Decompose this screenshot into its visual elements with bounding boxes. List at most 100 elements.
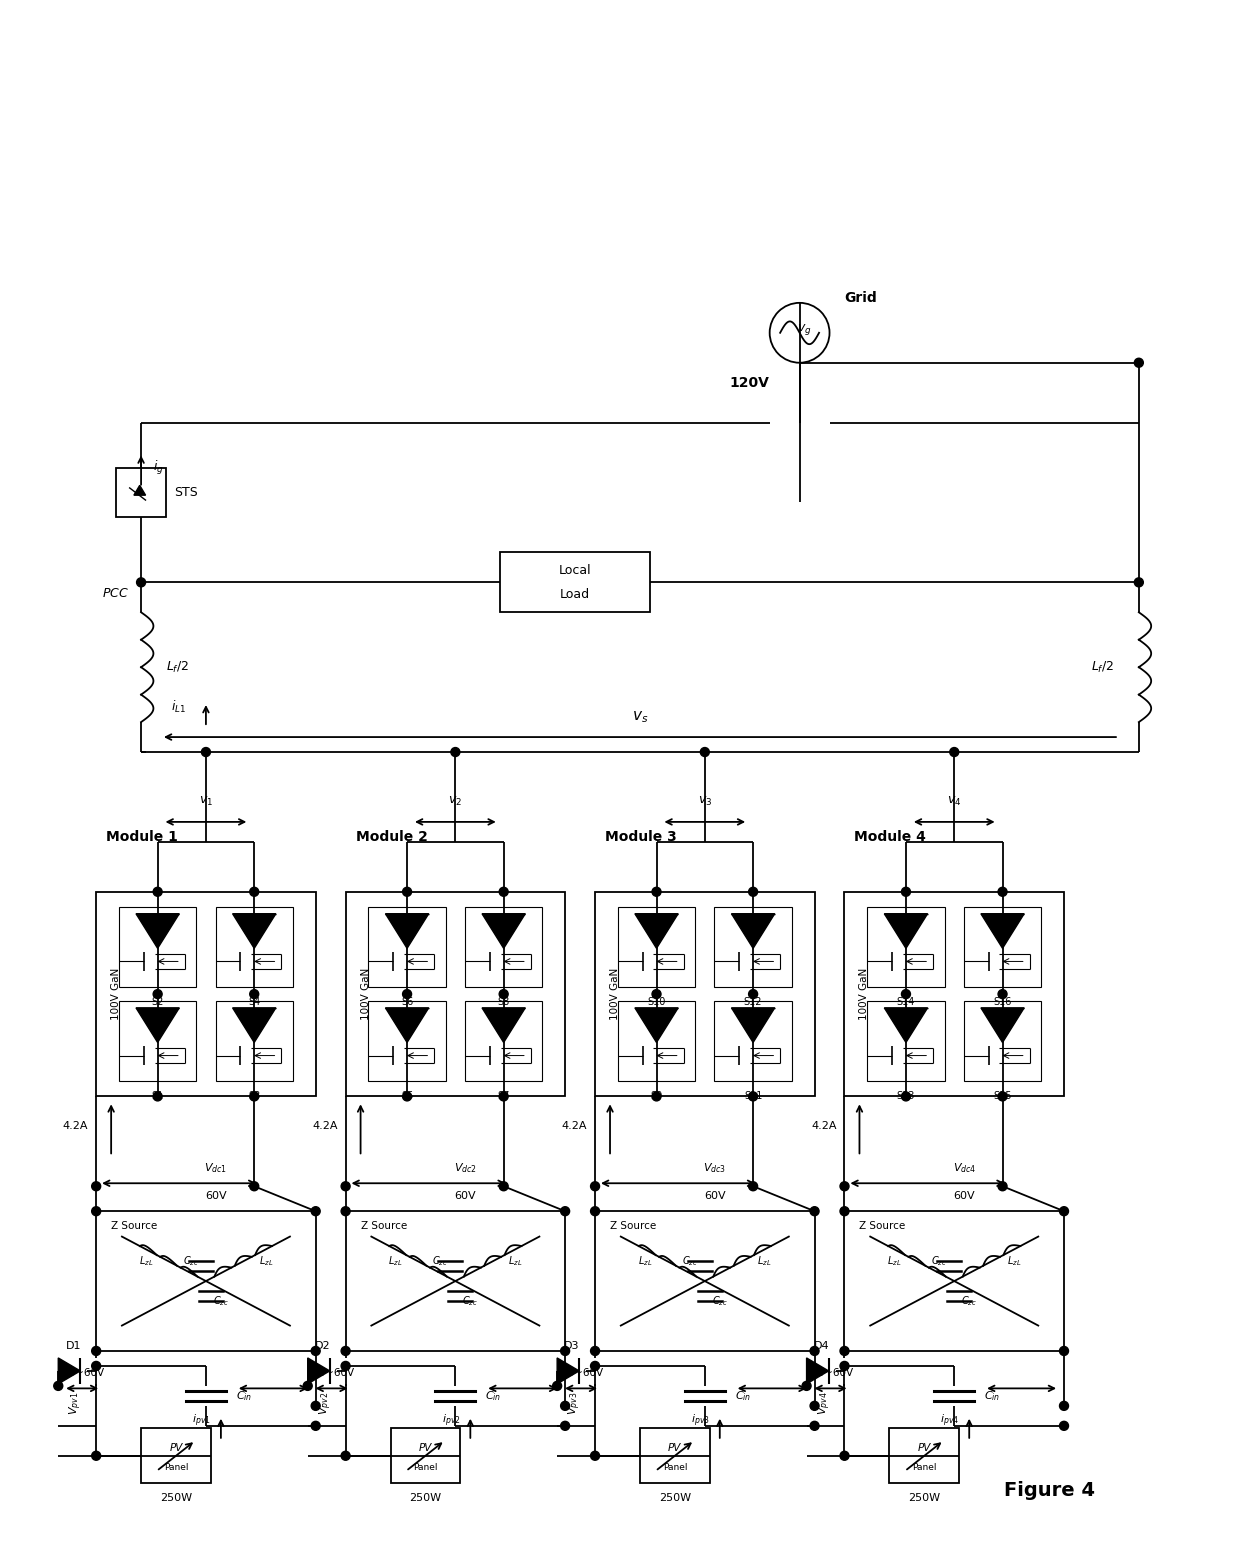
Polygon shape xyxy=(635,1008,678,1042)
Polygon shape xyxy=(136,914,180,948)
Text: 30~60V: 30~60V xyxy=(63,1368,104,1379)
Bar xyxy=(119,907,196,987)
Bar xyxy=(889,1428,960,1483)
Circle shape xyxy=(652,887,661,896)
Bar xyxy=(963,907,1042,987)
Text: S11: S11 xyxy=(744,1092,763,1101)
Text: $v_2$: $v_2$ xyxy=(449,796,463,808)
Bar xyxy=(465,1001,542,1081)
Circle shape xyxy=(500,887,508,896)
Circle shape xyxy=(1059,1422,1069,1431)
Polygon shape xyxy=(732,914,775,948)
Text: 4.2A: 4.2A xyxy=(312,1121,337,1132)
Circle shape xyxy=(500,990,508,999)
Text: Module 3: Module 3 xyxy=(605,830,677,843)
Bar xyxy=(867,907,945,987)
Bar xyxy=(500,552,650,612)
Text: Load: Load xyxy=(560,588,590,601)
Text: $C_{zc}$: $C_{zc}$ xyxy=(682,1254,698,1268)
Text: S13: S13 xyxy=(897,1092,915,1101)
Circle shape xyxy=(249,1181,259,1190)
Circle shape xyxy=(901,887,910,896)
Text: PV: PV xyxy=(419,1442,432,1453)
Polygon shape xyxy=(635,914,678,948)
Circle shape xyxy=(749,1092,758,1101)
Circle shape xyxy=(749,1181,758,1190)
Circle shape xyxy=(341,1346,350,1355)
Text: 250W: 250W xyxy=(658,1493,691,1503)
Circle shape xyxy=(839,1207,849,1215)
Text: $i_{pv3}$: $i_{pv3}$ xyxy=(691,1412,709,1429)
Circle shape xyxy=(1135,578,1143,588)
Text: $V_{dc3}$: $V_{dc3}$ xyxy=(703,1161,727,1175)
Text: 250W: 250W xyxy=(160,1493,192,1503)
Text: 4.2A: 4.2A xyxy=(811,1121,837,1132)
Text: Grid: Grid xyxy=(844,291,877,305)
Text: S15: S15 xyxy=(993,1092,1012,1101)
Text: $C_{zc}$: $C_{zc}$ xyxy=(213,1294,229,1308)
Circle shape xyxy=(500,1092,508,1101)
Circle shape xyxy=(403,990,412,999)
Polygon shape xyxy=(136,1008,180,1042)
Text: $C_{zc}$: $C_{zc}$ xyxy=(961,1294,977,1308)
Polygon shape xyxy=(806,1359,828,1383)
Circle shape xyxy=(341,1362,350,1371)
Text: $C_{zc}$: $C_{zc}$ xyxy=(463,1294,479,1308)
Bar xyxy=(368,1001,445,1081)
Circle shape xyxy=(701,748,709,757)
Text: 4.2A: 4.2A xyxy=(562,1121,587,1132)
Text: 100V GaN: 100V GaN xyxy=(610,968,620,1021)
Text: 30~60V: 30~60V xyxy=(562,1368,604,1379)
Circle shape xyxy=(249,990,259,999)
Text: Z Source: Z Source xyxy=(859,1221,905,1231)
Polygon shape xyxy=(308,1359,330,1383)
Text: $L_{zL}$: $L_{zL}$ xyxy=(637,1254,652,1268)
Text: Figure 4: Figure 4 xyxy=(1003,1482,1095,1500)
Polygon shape xyxy=(884,914,928,948)
Polygon shape xyxy=(58,1359,81,1383)
Circle shape xyxy=(810,1346,820,1355)
Text: 100V GaN: 100V GaN xyxy=(859,968,869,1021)
Text: $L_{zL}$: $L_{zL}$ xyxy=(259,1254,273,1268)
Text: $L_f/2$: $L_f/2$ xyxy=(166,660,188,675)
Polygon shape xyxy=(884,1008,928,1042)
Text: $i_{L1}$: $i_{L1}$ xyxy=(171,699,186,715)
Text: $L_{zL}$: $L_{zL}$ xyxy=(388,1254,403,1268)
Text: $v_g$: $v_g$ xyxy=(797,322,812,338)
Bar xyxy=(714,1001,791,1081)
Text: 100V GaN: 100V GaN xyxy=(112,968,122,1021)
Circle shape xyxy=(403,1092,412,1101)
Text: $C_{zc}$: $C_{zc}$ xyxy=(712,1294,728,1308)
Text: 250W: 250W xyxy=(409,1493,441,1503)
Text: $L_f/2$: $L_f/2$ xyxy=(1091,660,1114,675)
Text: $L_{zL}$: $L_{zL}$ xyxy=(508,1254,522,1268)
Text: $v_4$: $v_4$ xyxy=(947,796,961,808)
Bar xyxy=(216,907,293,987)
Text: D1: D1 xyxy=(66,1342,81,1351)
Circle shape xyxy=(311,1402,320,1411)
Text: $V_{dc1}$: $V_{dc1}$ xyxy=(205,1161,227,1175)
Circle shape xyxy=(839,1362,849,1371)
Circle shape xyxy=(810,1402,820,1411)
Text: $V_{pv4}$: $V_{pv4}$ xyxy=(816,1391,832,1416)
Bar xyxy=(119,1001,196,1081)
Text: $V_{dc4}$: $V_{dc4}$ xyxy=(952,1161,976,1175)
Text: $i_{pv4}$: $i_{pv4}$ xyxy=(940,1412,960,1429)
Circle shape xyxy=(154,887,162,896)
Text: $V_{pv3}$: $V_{pv3}$ xyxy=(567,1391,583,1416)
Bar xyxy=(216,1001,293,1081)
Bar xyxy=(618,1001,696,1081)
Text: $v_3$: $v_3$ xyxy=(698,796,712,808)
Text: $C_{zc}$: $C_{zc}$ xyxy=(433,1254,449,1268)
Polygon shape xyxy=(482,914,526,948)
Circle shape xyxy=(341,1207,350,1215)
Text: $V_{pv2}$: $V_{pv2}$ xyxy=(317,1392,334,1416)
Bar xyxy=(595,1210,815,1351)
Circle shape xyxy=(341,1451,350,1460)
Text: S12: S12 xyxy=(744,998,763,1007)
Circle shape xyxy=(590,1451,600,1460)
Circle shape xyxy=(560,1402,569,1411)
Text: 4.2A: 4.2A xyxy=(63,1121,88,1132)
Bar xyxy=(618,907,696,987)
Bar xyxy=(867,1001,945,1081)
